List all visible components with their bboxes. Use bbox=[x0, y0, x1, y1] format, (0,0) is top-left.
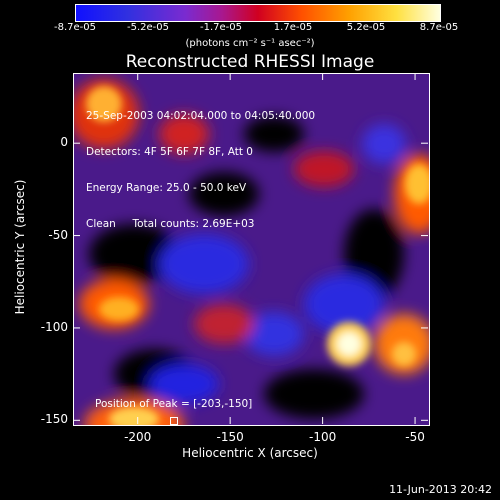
x-tick-label: -200 bbox=[124, 430, 152, 444]
heatmap-image bbox=[74, 74, 429, 425]
annotation-time-range: 25-Sep-2003 04:02:04.000 to 04:05:40.000 bbox=[86, 110, 316, 122]
peak-position-label: Position of Peak = [-203,-150] bbox=[95, 398, 253, 410]
colorbar-unit-label: (photons cm⁻² s⁻¹ asec⁻²) bbox=[185, 38, 315, 49]
colorbar-tick: 1.7e-05 bbox=[273, 22, 313, 33]
peak-marker bbox=[170, 417, 178, 425]
colorbar-tick: 5.2e-05 bbox=[346, 22, 386, 33]
chart-title: Reconstructed RHESSI Image bbox=[125, 52, 375, 72]
y-tick-label: -100 bbox=[40, 319, 68, 334]
plot-area: 25-Sep-2003 04:02:04.000 to 04:05:40.000… bbox=[73, 73, 430, 426]
x-tick-label: -100 bbox=[308, 430, 337, 444]
colorbar-tick: -8.7e-05 bbox=[54, 22, 96, 33]
colorbar-tick: -5.2e-05 bbox=[127, 22, 169, 33]
y-tick-label: -150 bbox=[40, 412, 68, 427]
timestamp: 11-Jun-2013 20:42 bbox=[389, 483, 492, 496]
x-tick-label: -150 bbox=[216, 430, 244, 444]
annotation-energy: Energy Range: 25.0 - 50.0 keV bbox=[86, 182, 247, 194]
colorbar-tick: 8.7e-05 bbox=[419, 22, 459, 33]
annotation-detectors: Detectors: 4F 5F 6F 7F 8F, Att 0 bbox=[86, 146, 253, 158]
colorbar bbox=[75, 4, 441, 22]
x-tick-label: -50 bbox=[405, 430, 425, 444]
y-tick-label: 0 bbox=[60, 135, 68, 150]
y-axis-label: Heliocentric Y (arcsec) bbox=[13, 179, 27, 315]
x-axis-label: Heliocentric X (arcsec) bbox=[182, 446, 318, 460]
y-tick-label: -50 bbox=[48, 227, 68, 242]
colorbar-tick: -1.7e-05 bbox=[200, 22, 242, 33]
annotation-counts: Clean Total counts: 2.69E+03 bbox=[86, 218, 255, 230]
